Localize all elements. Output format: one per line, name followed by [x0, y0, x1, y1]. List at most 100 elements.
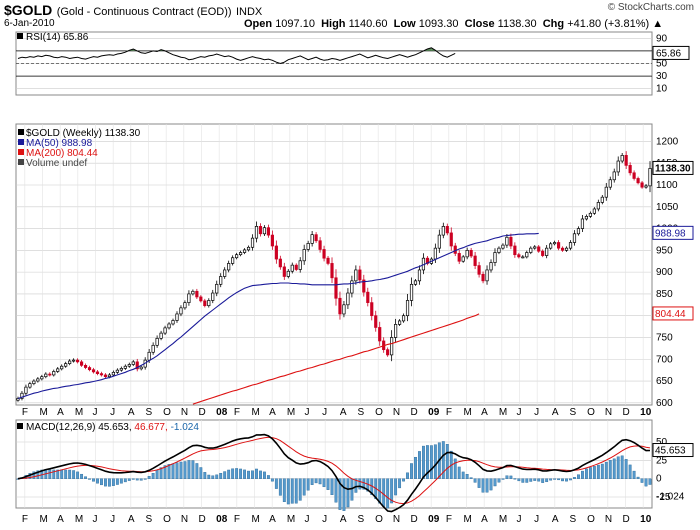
macd-histogram-bar [32, 471, 36, 479]
price-candle [223, 269, 227, 277]
macd-histogram-bar [60, 469, 64, 479]
price-candle [36, 378, 40, 382]
price-candle [274, 245, 278, 260]
macd-histogram-bar [354, 478, 358, 493]
macd-histogram-bar [163, 465, 167, 479]
macd-histogram-bar [80, 473, 84, 479]
price-candle [151, 344, 155, 353]
price-x-label: J [517, 407, 522, 418]
macd-histogram-bar [545, 478, 549, 483]
price-candle [350, 280, 354, 294]
macd-histogram-bar [330, 478, 334, 496]
price-x-label: S [570, 407, 577, 418]
macd-histogram-bar [56, 469, 60, 479]
price-candle [588, 212, 592, 217]
macd-histogram-bar [199, 467, 203, 479]
rsi-tick-label: 10 [656, 84, 668, 95]
price-x-label: A [340, 407, 347, 418]
macd-histogram-bar [191, 460, 195, 479]
price-candle [32, 380, 36, 385]
chg-label: Chg [542, 18, 565, 30]
price-candle [517, 254, 521, 258]
macd-histogram-bar [465, 474, 469, 479]
price-tick-label: 600 [656, 398, 673, 409]
macd-histogram-bar [537, 478, 541, 482]
price-candle [48, 373, 52, 376]
macd-tick-label: 25 [656, 455, 668, 466]
price-candle [250, 237, 255, 248]
macd-x-label: F [446, 514, 452, 525]
price-candle [505, 236, 509, 246]
price-candle [461, 256, 465, 262]
symbol: $GOLD [4, 2, 53, 18]
macd-histogram-bar [290, 478, 294, 504]
price-candle [338, 297, 342, 315]
macd-histogram-bar [266, 475, 270, 479]
macd-histogram-bar [433, 444, 437, 479]
macd-histogram-bar [604, 461, 608, 479]
macd-histogram-bar [314, 478, 318, 484]
exchange: INDX [235, 6, 263, 18]
price-candle [501, 244, 505, 249]
macd-histogram-bar [517, 478, 521, 482]
macd-histogram-bar [429, 445, 433, 479]
price-candle [413, 280, 418, 285]
price-candle [310, 234, 314, 244]
price-candle [628, 165, 632, 174]
price-candle [485, 269, 489, 282]
price-x-label: J [110, 407, 115, 418]
price-x-label: F [234, 407, 240, 418]
macd-histogram-bar [286, 478, 290, 505]
macd-panel-frame [15, 419, 653, 509]
macd-histogram-bar [127, 478, 131, 481]
price-candle [493, 252, 497, 263]
macd-histogram-bar [135, 478, 139, 481]
price-tick-label: 900 [656, 267, 673, 278]
macd-histogram-bar [577, 474, 580, 479]
price-candle [417, 269, 422, 282]
price-candle [258, 226, 263, 235]
macd-histogram-bar [302, 478, 306, 496]
macd-histogram-bar [533, 478, 537, 481]
macd-histogram-bar [565, 478, 568, 482]
macd-x-label: M [252, 514, 260, 525]
macd-tick-label: -25 [656, 492, 671, 503]
macd-histogram-bar [298, 478, 302, 501]
macd-x-label: J [517, 514, 522, 525]
price-candle [541, 250, 545, 256]
macd-histogram-bar [557, 478, 561, 481]
price-x-label: F [446, 407, 452, 418]
ma50-value-label: 988.98 [655, 228, 686, 239]
macd-histogram-bar [453, 458, 457, 479]
macd-x-label: D [411, 514, 418, 525]
price-candle [596, 202, 600, 210]
chart-header: $GOLD (Gold - Continuous Contract (EOD))… [4, 2, 262, 20]
close-value: 1138.30 [497, 18, 537, 30]
price-candle [568, 242, 573, 249]
macd-histogram-bar [648, 478, 652, 485]
macd-x-label: A [552, 514, 559, 525]
macd-histogram-bar [48, 469, 52, 479]
macd-histogram-bar [477, 478, 481, 488]
macd-histogram-bar [632, 470, 636, 479]
price-candle [302, 249, 306, 262]
price-candle [179, 307, 183, 315]
price-candle [107, 374, 111, 378]
price-candle [564, 247, 569, 251]
macd-histogram-bar [592, 466, 596, 479]
price-candle [394, 324, 398, 338]
price-candle [24, 386, 28, 394]
macd-histogram-bar [223, 471, 227, 479]
macd-signal-line [17, 436, 651, 505]
price-candle [127, 364, 131, 367]
macd-histogram-bar [390, 478, 394, 504]
macd-histogram-bar [278, 478, 282, 496]
macd-histogram-bar [322, 478, 326, 488]
macd-histogram-bar [553, 478, 557, 480]
price-legend-title: $GOLD (Weekly) 1138.30 [26, 128, 141, 139]
price-x-label: O [587, 407, 595, 418]
macd-histogram-bar [573, 477, 576, 479]
price-candle [282, 266, 286, 277]
price-candle [580, 218, 585, 229]
macd-histogram-bar [441, 441, 445, 479]
